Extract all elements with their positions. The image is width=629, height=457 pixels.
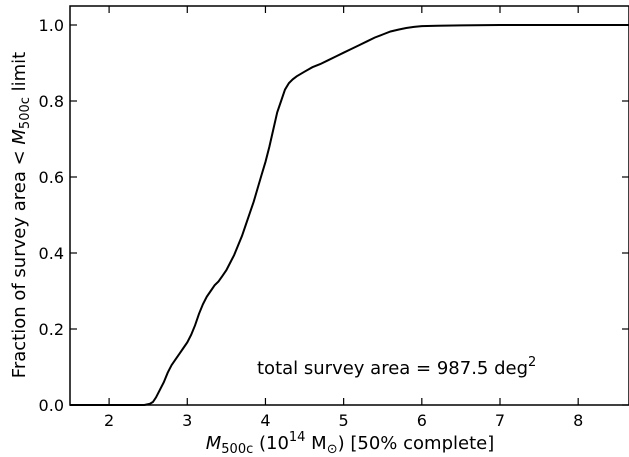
x-tick-label: 6 [417, 411, 427, 430]
y-tick-label: 0.8 [39, 92, 64, 111]
y-tick-label: 1.0 [39, 16, 64, 35]
x-tick-label: 8 [573, 411, 583, 430]
x-tick-label: 5 [339, 411, 349, 430]
x-ticks: 2 3 4 5 6 7 8 [104, 6, 583, 430]
survey-area-annotation: total survey area = 987.5 deg2 [257, 355, 536, 379]
x-tick-label: 2 [104, 411, 114, 430]
cdf-line [70, 24, 629, 406]
y-tick-label: 0.2 [39, 320, 64, 339]
x-tick-label: 4 [260, 411, 270, 430]
y-ticks: 0.0 0.2 0.4 0.6 0.8 1.0 [39, 16, 629, 415]
x-axis-label: M500c (1014 M⊙) [50% complete] [206, 430, 494, 457]
plot-frame [69, 5, 629, 406]
x-tick-label: 3 [182, 411, 192, 430]
y-tick-label: 0.0 [39, 396, 64, 415]
y-tick-label: 0.4 [39, 244, 64, 263]
x-tick-label: 7 [495, 411, 505, 430]
y-axis-label: Fraction of survey area < M500c limit [9, 52, 33, 378]
y-tick-label: 0.6 [39, 168, 64, 187]
